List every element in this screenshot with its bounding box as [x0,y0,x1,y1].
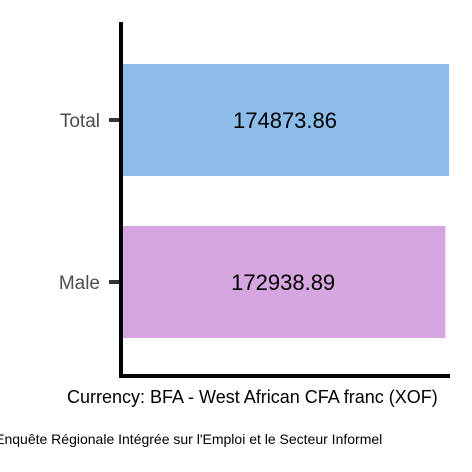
data-label-male: 172938.89 [231,270,335,295]
y-tick-label-total: Total [60,111,100,132]
bar-male [121,226,446,338]
y-ticks-group: Total Male [59,111,119,294]
bar-total [121,64,449,176]
bars-group: 174873.86 172938.89 [121,64,449,338]
x-axis-title: Currency: BFA - West African CFA franc (… [67,387,438,407]
y-tick-label-male: Male [59,273,100,294]
source-caption: Source: Enquête Régionale Intégrée sur l… [0,431,382,447]
data-label-total: 174873.86 [233,108,337,133]
